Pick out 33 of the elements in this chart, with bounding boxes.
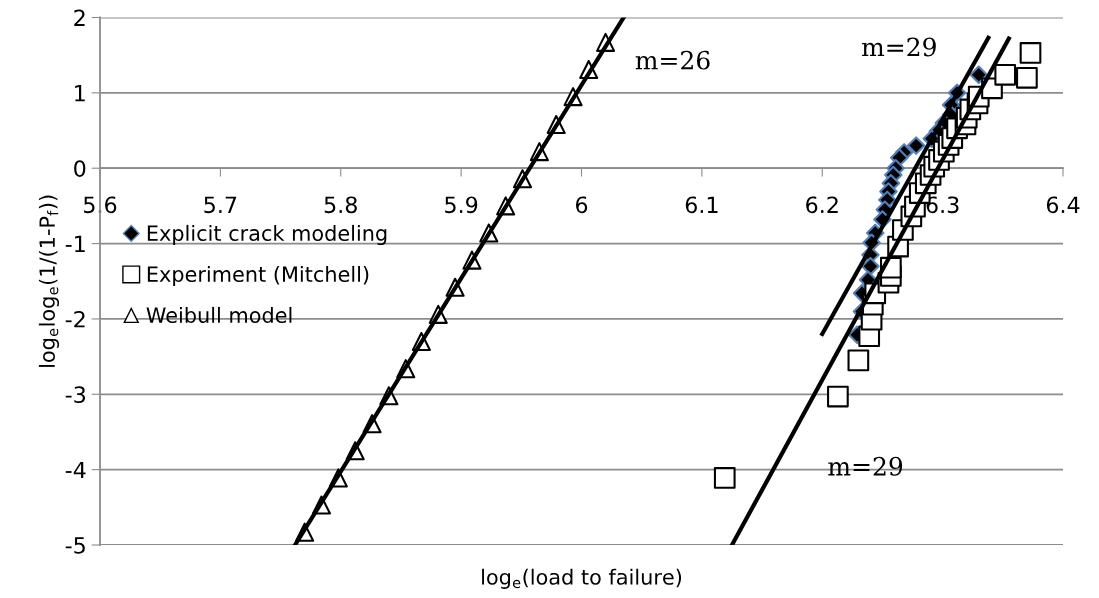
point <box>1016 66 1038 89</box>
y-tick-label: 1 <box>75 85 85 102</box>
y-tick-label: 2 <box>74 9 85 26</box>
x-tick-label: 6.1 <box>685 196 718 214</box>
annotation: m=29 <box>861 37 936 57</box>
x-tick-label: 5.9 <box>445 196 478 214</box>
y-axis-title: log$_{e}$log$_{e}$(1/(1-P$_{f}$)) <box>38 195 60 367</box>
point <box>969 65 988 85</box>
y-tick-label: -5 <box>65 537 85 554</box>
x-tick-label: 5.6 <box>84 196 117 214</box>
point <box>827 385 849 408</box>
x-tick-label: 5.8 <box>324 196 357 214</box>
y-tick-label: -2 <box>65 310 85 328</box>
point <box>994 63 1017 86</box>
point <box>861 256 880 276</box>
legend-label: Experiment (Mitchell) <box>147 265 369 287</box>
y-tick-label: 0 <box>74 160 86 177</box>
y-tick-label: -3 <box>65 386 86 404</box>
x-tick-label: 6.4 <box>1046 196 1080 214</box>
point <box>847 349 870 372</box>
annotation: m=29 <box>828 456 903 476</box>
legend-label: Explicit crack modeling <box>147 224 387 246</box>
point <box>713 467 736 489</box>
legend-label: Weibull model <box>146 306 292 324</box>
point <box>1019 42 1042 64</box>
y-tick-label: -1 <box>65 235 85 253</box>
annotation: m=26 <box>635 50 710 70</box>
x-tick-label: 6.2 <box>806 196 838 214</box>
x-tick-label: 5.7 <box>204 196 237 214</box>
x-tick-label: 6 <box>575 196 588 214</box>
x-axis-title: log$_{e}$(load to failure) <box>482 568 682 589</box>
y-tick-label: -4 <box>65 461 86 479</box>
point <box>906 136 926 155</box>
